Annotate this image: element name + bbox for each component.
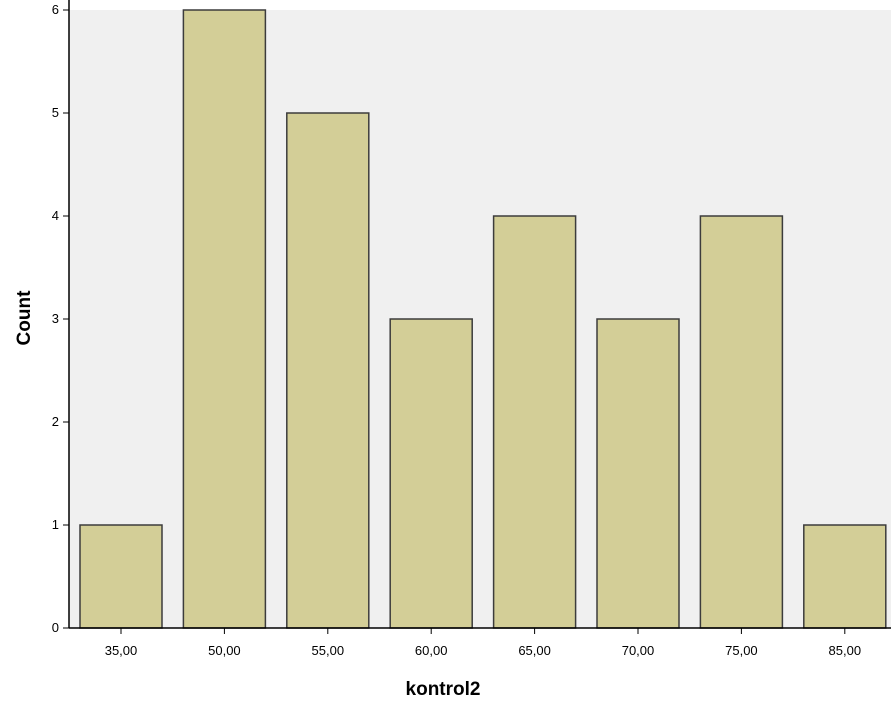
bar-65-00: [492, 215, 577, 629]
x-tick-label: 65,00: [518, 643, 551, 658]
x-ticks-group: 35,00 50,00 55,00 60,00 65,00 70,00 75,00 85,00: [105, 628, 861, 658]
y-ticks-group: 0 1 2 3 4 5 6: [52, 2, 69, 635]
bar-50-00: [182, 9, 267, 629]
y-tick-label: 6: [52, 2, 59, 17]
x-tick-label: 70,00: [622, 643, 655, 658]
bar-75-00: [699, 215, 784, 629]
x-tick-label: 55,00: [312, 643, 345, 658]
bar-35-00: [79, 524, 163, 629]
x-tick-label: 35,00: [105, 643, 138, 658]
y-tick-label: 4: [52, 208, 59, 223]
bar-70-00: [596, 318, 680, 629]
x-tick-label: 85,00: [829, 643, 862, 658]
y-tick-label: 1: [52, 517, 59, 532]
x-tick-label: 50,00: [208, 643, 241, 658]
bars-group: [79, 9, 887, 629]
y-tick-label: 3: [52, 311, 59, 326]
bar-85-00: [803, 524, 887, 629]
bar-60-00: [389, 318, 473, 629]
x-axis-title: kontrol2: [406, 679, 481, 700]
y-tick-label: 5: [52, 105, 59, 120]
y-tick-label: 0: [52, 620, 59, 635]
bar-55-00: [286, 112, 370, 629]
x-tick-label: 60,00: [415, 643, 448, 658]
y-axis-title: Count: [14, 290, 35, 346]
x-tick-label: 75,00: [725, 643, 758, 658]
y-tick-label: 2: [52, 414, 59, 429]
